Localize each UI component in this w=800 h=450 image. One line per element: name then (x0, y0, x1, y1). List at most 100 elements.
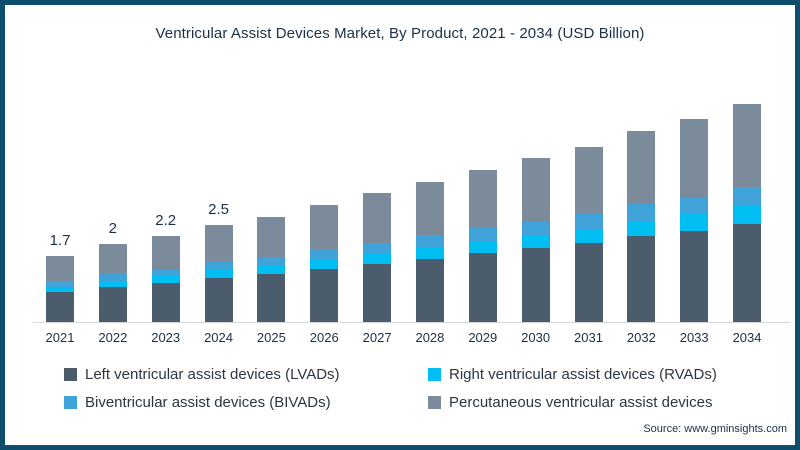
bar-2027 (363, 193, 392, 322)
bar-segment-bivad (468, 228, 497, 242)
bar-segment-rvad (521, 235, 550, 249)
x-axis-tick-2025: 2025 (256, 330, 286, 345)
bar-segment-rvad (733, 206, 762, 224)
x-axis-line (33, 322, 790, 323)
bar-segment-bivad (415, 235, 444, 248)
x-axis-tick-2033: 2033 (679, 330, 709, 345)
x-axis-tick-2030: 2030 (521, 330, 551, 345)
bar-segment-bivad (257, 256, 286, 266)
bar-segment-pvad (574, 146, 603, 214)
bar-value-label: 2 (108, 220, 118, 237)
bar-segment-bivad (46, 280, 74, 287)
bar-segment-rvad (627, 220, 656, 236)
bar-segment-bivad (733, 187, 762, 207)
legend-item-bivad: Biventricular assist devices (BIVADs) (64, 394, 428, 411)
bar-value-label: 2.2 (155, 212, 177, 230)
bar-segment-rvad (310, 260, 339, 270)
legend-swatch-icon (428, 396, 441, 409)
bar-value-label: 1.7 (49, 231, 71, 249)
bar-segment-bivad (151, 268, 180, 277)
x-axis-tick-2032: 2032 (626, 330, 656, 345)
bar-segment-pvad (151, 236, 180, 269)
chart-title: Ventricular Assist Devices Market, By Pr… (155, 25, 645, 42)
x-axis-tick-2021: 2021 (45, 330, 75, 345)
bar-segment-bivad (521, 221, 550, 236)
bar-segment-bivad (574, 213, 603, 229)
bar-segment-pvad (680, 119, 709, 197)
bar-segment-bivad (310, 249, 339, 260)
bar-2025 (257, 216, 286, 322)
x-axis-tick-2028: 2028 (415, 330, 445, 345)
bar-segment-bivad (204, 261, 233, 271)
bar-segment-rvad (257, 265, 286, 275)
bar-segment-bivad (627, 204, 656, 221)
bar-segment-rvad (98, 280, 127, 287)
bar-segment-rvad (468, 241, 497, 254)
bar-2024 (204, 224, 233, 322)
legend-item-lvad: Left ventricular assist devices (LVADs) (64, 366, 428, 383)
source-note: Source: www.gminsights.com (643, 423, 787, 435)
bar-segment-bivad (680, 196, 709, 215)
legend-label: Right ventricular assist devices (RVADs) (449, 366, 717, 383)
bar-2032 (627, 130, 656, 322)
legend: Left ventricular assist devices (LVADs) R… (64, 366, 780, 411)
bar-segment-lvad (521, 248, 550, 322)
bar-segment-lvad (468, 253, 497, 322)
bar-segment-pvad (363, 193, 392, 243)
bar-segment-pvad (733, 103, 762, 188)
bar-segment-pvad (204, 224, 233, 262)
bar-segment-rvad (680, 214, 709, 231)
legend-label: Left ventricular assist devices (LVADs) (85, 366, 340, 383)
legend-swatch-icon (428, 368, 441, 381)
bar-segment-lvad (733, 223, 762, 322)
bar-segment-lvad (415, 258, 444, 322)
bar-segment-rvad (151, 276, 180, 284)
bar-2022 (98, 244, 127, 322)
bar-segment-rvad (204, 270, 233, 278)
bar-segment-pvad (627, 130, 656, 205)
bar-segment-rvad (574, 228, 603, 243)
bar-segment-lvad (46, 291, 74, 322)
legend-label: Biventricular assist devices (BIVADs) (85, 394, 331, 411)
bar-2031 (574, 146, 603, 322)
bar-segment-lvad (204, 277, 233, 322)
x-axis-tick-2027: 2027 (362, 330, 392, 345)
bar-2023 (151, 236, 180, 322)
legend-swatch-icon (64, 368, 77, 381)
bar-2026 (310, 205, 339, 322)
bar-segment-lvad (257, 274, 286, 322)
bar-segment-lvad (310, 269, 339, 322)
legend-swatch-icon (64, 396, 77, 409)
bar-segment-pvad (521, 158, 550, 222)
x-axis-tick-2029: 2029 (468, 330, 498, 345)
bar-segment-rvad (363, 253, 392, 264)
bar-segment-lvad (98, 286, 127, 322)
legend-item-pvad: Percutaneous ventricular assist devices (428, 394, 780, 411)
x-axis-tick-2022: 2022 (98, 330, 128, 345)
bar-segment-bivad (363, 242, 392, 254)
bar-segment-pvad (310, 205, 339, 250)
bar-segment-rvad (415, 247, 444, 259)
bar-segment-lvad (151, 283, 180, 322)
bar-2030 (521, 158, 550, 322)
legend-item-rvad: Right ventricular assist devices (RVADs) (428, 366, 780, 383)
legend-label: Percutaneous ventricular assist devices (449, 394, 713, 411)
bar-2029 (468, 169, 497, 322)
x-axis-tick-2024: 2024 (204, 330, 233, 345)
bar-segment-pvad (468, 169, 497, 229)
bar-2028 (415, 181, 444, 322)
bar-segment-lvad (627, 235, 656, 322)
bar-segment-lvad (680, 230, 709, 322)
bar-segment-pvad (257, 216, 286, 257)
bar-segment-pvad (46, 255, 74, 281)
bar-segment-pvad (415, 181, 444, 236)
x-axis-tick-2023: 2023 (151, 330, 181, 345)
x-axis-tick-2026: 2026 (309, 330, 339, 345)
bar-2034 (733, 103, 762, 322)
bar-value-label: 2.5 (208, 200, 229, 218)
x-axis-tick-2034: 2034 (732, 330, 762, 345)
bar-segment-lvad (574, 242, 603, 322)
x-axis-tick-2031: 2031 (574, 330, 603, 345)
